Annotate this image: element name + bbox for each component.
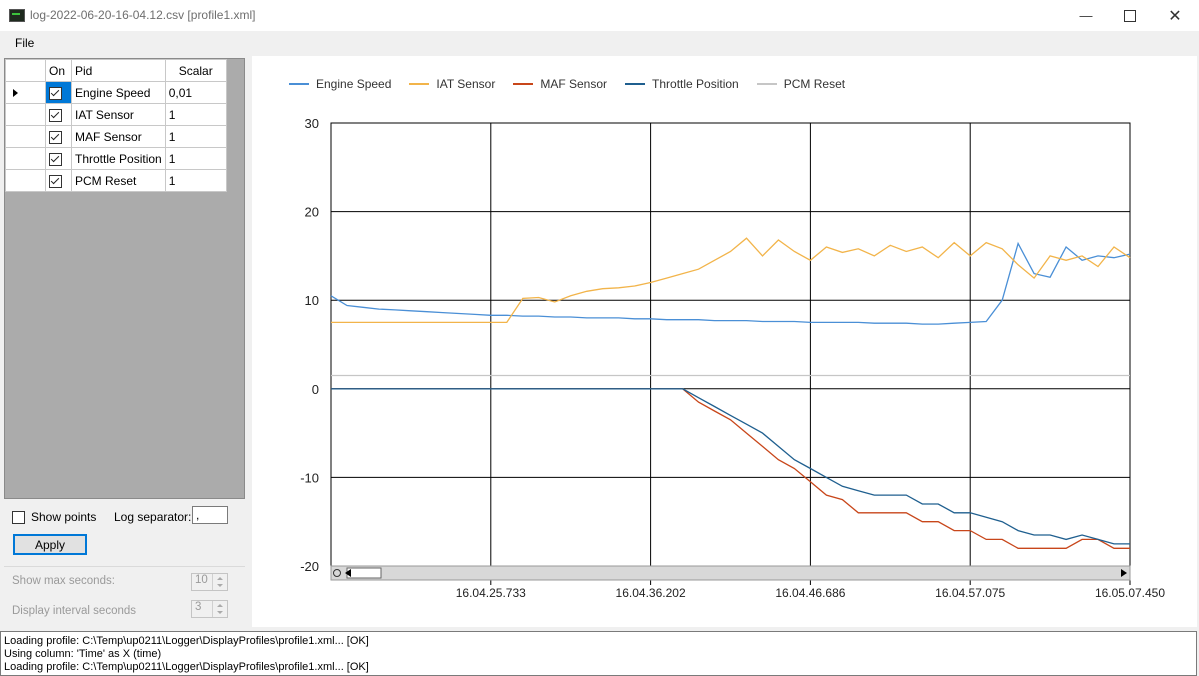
spinner-arrows-icon[interactable] bbox=[212, 601, 227, 617]
max-seconds-value: 10 bbox=[195, 574, 208, 586]
legend-swatch bbox=[756, 83, 777, 85]
title-bar: log-2022-06-20-16-04.12.csv [profile1.xm… bbox=[0, 0, 1199, 31]
log-separator-input[interactable] bbox=[192, 506, 228, 524]
on-checkbox[interactable] bbox=[49, 130, 62, 144]
legend-swatch bbox=[625, 83, 646, 85]
grid-row[interactable]: PCM Reset 1 bbox=[5, 169, 227, 192]
grid-header-row: On Pid Scalar bbox=[5, 59, 227, 82]
chart-area bbox=[252, 56, 1197, 627]
apply-button[interactable]: Apply bbox=[13, 534, 87, 555]
legend-swatch bbox=[409, 83, 430, 85]
log-line: Loading profile: C:\Temp\up0211\Logger\D… bbox=[4, 661, 369, 673]
scalar-cell[interactable]: 1 bbox=[164, 169, 227, 192]
pid-cell[interactable]: IAT Sensor bbox=[71, 103, 166, 126]
legend-item: MAF Sensor bbox=[513, 77, 607, 91]
app-icon bbox=[9, 9, 25, 22]
legend-label: IAT Sensor bbox=[436, 77, 496, 91]
column-header-pid[interactable]: Pid bbox=[71, 59, 166, 82]
interval-spinner[interactable]: 3 bbox=[191, 600, 228, 618]
legend-item: IAT Sensor bbox=[409, 77, 495, 91]
on-checkbox[interactable] bbox=[49, 152, 62, 166]
legend-label: PCM Reset bbox=[783, 77, 846, 91]
close-button[interactable]: ✕ bbox=[1152, 0, 1198, 31]
interval-label: Display interval seconds bbox=[12, 605, 137, 617]
row-selector[interactable] bbox=[5, 81, 46, 104]
current-row-arrow-icon bbox=[13, 88, 18, 97]
on-checkbox-cell[interactable] bbox=[45, 81, 72, 104]
on-checkbox[interactable] bbox=[49, 174, 62, 188]
grid-row[interactable]: IAT Sensor 1 bbox=[5, 103, 227, 126]
legend-swatch bbox=[289, 83, 309, 85]
pid-cell[interactable]: PCM Reset bbox=[71, 169, 166, 192]
log-separator-label: Log separator: bbox=[114, 510, 192, 524]
pid-grid-panel: On Pid Scalar Engine Speed 0,01 IAT Sens… bbox=[4, 58, 245, 499]
legend-label: MAF Sensor bbox=[540, 77, 608, 91]
row-selector[interactable] bbox=[5, 147, 46, 170]
max-seconds-label: Show max seconds: bbox=[12, 575, 115, 587]
spinner-arrows-icon[interactable] bbox=[212, 574, 227, 590]
pid-cell[interactable]: MAF Sensor bbox=[71, 125, 166, 148]
legend-label: Throttle Position bbox=[652, 77, 739, 91]
legend-label: Engine Speed bbox=[316, 77, 392, 91]
log-line: Loading profile: C:\Temp\up0211\Logger\D… bbox=[4, 635, 369, 647]
legend-swatch bbox=[513, 83, 534, 85]
on-checkbox-cell[interactable] bbox=[45, 125, 72, 148]
pid-cell[interactable]: Engine Speed bbox=[71, 81, 166, 104]
row-selector[interactable] bbox=[5, 125, 46, 148]
menu-file[interactable]: File bbox=[15, 36, 35, 50]
column-header-on[interactable]: On bbox=[45, 59, 72, 82]
menu-bar: File bbox=[0, 31, 1199, 54]
row-selector[interactable] bbox=[5, 103, 46, 126]
close-icon: ✕ bbox=[1168, 7, 1182, 25]
scalar-cell[interactable]: 1 bbox=[164, 125, 227, 148]
show-points-checkbox[interactable] bbox=[12, 510, 25, 524]
row-header-corner bbox=[5, 59, 46, 82]
legend-item: Throttle Position bbox=[625, 77, 739, 91]
max-seconds-spinner[interactable]: 10 bbox=[191, 573, 228, 591]
on-checkbox[interactable] bbox=[49, 86, 62, 100]
show-points-option[interactable]: Show points bbox=[12, 510, 96, 524]
log-output[interactable]: Loading profile: C:\Temp\up0211\Logger\D… bbox=[0, 631, 1197, 676]
interval-value: 3 bbox=[195, 601, 202, 613]
pid-grid: On Pid Scalar Engine Speed 0,01 IAT Sens… bbox=[5, 59, 227, 192]
scalar-cell[interactable]: 0,01 bbox=[164, 81, 227, 104]
row-selector[interactable] bbox=[5, 169, 46, 192]
minimize-button[interactable]: — bbox=[1063, 0, 1109, 31]
scalar-cell[interactable]: 1 bbox=[164, 103, 227, 126]
grid-row[interactable]: Engine Speed 0,01 bbox=[5, 81, 227, 104]
on-checkbox-cell[interactable] bbox=[45, 147, 72, 170]
scalar-cell[interactable]: 1 bbox=[164, 147, 227, 170]
grid-row[interactable]: Throttle Position 1 bbox=[5, 147, 227, 170]
show-points-label: Show points bbox=[31, 510, 97, 524]
log-line: Using column: 'Time' as X (time) bbox=[4, 648, 162, 660]
grid-row[interactable]: MAF Sensor 1 bbox=[5, 125, 227, 148]
pid-cell[interactable]: Throttle Position bbox=[71, 147, 166, 170]
on-checkbox-cell[interactable] bbox=[45, 169, 72, 192]
window-title: log-2022-06-20-16-04.12.csv [profile1.xm… bbox=[30, 8, 256, 22]
legend-item: Engine Speed bbox=[289, 77, 391, 91]
column-header-scalar[interactable]: Scalar bbox=[164, 59, 227, 82]
display-settings: Show max seconds: 10 Display interval se… bbox=[4, 566, 245, 625]
on-checkbox[interactable] bbox=[49, 108, 62, 122]
minimize-icon: — bbox=[1079, 8, 1093, 23]
chart-legend: Engine Speed IAT Sensor MAF Sensor Throttle… bbox=[289, 77, 863, 91]
legend-item: PCM Reset bbox=[756, 77, 846, 91]
maximize-button[interactable] bbox=[1107, 0, 1153, 31]
on-checkbox-cell[interactable] bbox=[45, 103, 72, 126]
maximize-icon bbox=[1124, 9, 1136, 22]
